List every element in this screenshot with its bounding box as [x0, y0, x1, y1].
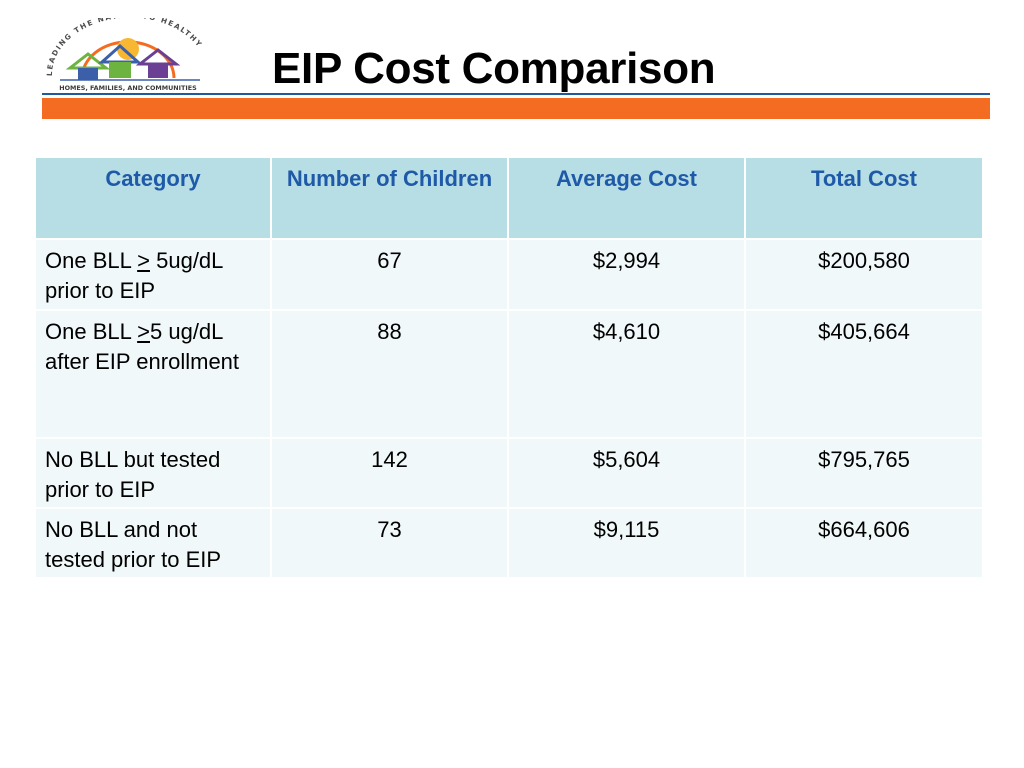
logo-tagline: HOMES, FAMILIES, AND COMMUNITIES — [59, 84, 197, 92]
header-category: Category — [34, 156, 272, 240]
category-cell: One BLL >5 ug/dL after EIP enrollment — [34, 309, 272, 439]
category-text: One BLL — [45, 319, 138, 344]
category-cell: One BLL > 5ug/dL prior to EIP — [34, 238, 272, 311]
children-count-cell: 67 — [270, 238, 509, 311]
house-blue-icon — [65, 52, 111, 80]
cost-comparison-table: Category Number of Children Average Cost… — [34, 156, 984, 579]
average-cost-cell: $4,610 — [507, 309, 746, 439]
total-cost-cell: $200,580 — [744, 238, 984, 311]
category-text: No BLL and not tested prior to EIP — [45, 517, 222, 572]
table-row: No BLL but tested prior to EIP 142 $5,60… — [34, 437, 984, 509]
category-text: One BLL — [45, 248, 138, 273]
average-cost-cell: $5,604 — [507, 437, 746, 509]
table-row: One BLL >5 ug/dL after EIP enrollment 88… — [34, 309, 984, 439]
sun-icon — [117, 38, 139, 60]
header-number-of-children: Number of Children — [270, 156, 509, 240]
house-green-icon — [98, 43, 142, 78]
children-count-cell: 73 — [270, 507, 509, 579]
title-rule-blue — [42, 93, 990, 95]
slide-title: EIP Cost Comparison — [272, 44, 716, 93]
table-header-row: Category Number of Children Average Cost… — [34, 156, 984, 240]
greater-equal-symbol: > — [137, 319, 150, 344]
children-count-cell: 142 — [270, 437, 509, 509]
table-row: One BLL > 5ug/dL prior to EIP 67 $2,994 … — [34, 238, 984, 311]
greater-equal-symbol: > — [137, 248, 150, 273]
organization-logo: LEADING THE NATION TO HEALTHY HOMES, FAM… — [45, 18, 203, 92]
children-count-cell: 88 — [270, 309, 509, 439]
total-cost-cell: $405,664 — [744, 309, 984, 439]
average-cost-cell: $2,994 — [507, 238, 746, 311]
total-cost-cell: $795,765 — [744, 437, 984, 509]
header-average-cost: Average Cost — [507, 156, 746, 240]
header-total-cost: Total Cost — [744, 156, 984, 240]
category-text: No BLL but tested prior to EIP — [45, 447, 221, 502]
category-text: 5ug/dL prior to EIP — [45, 248, 223, 303]
category-cell: No BLL and not tested prior to EIP — [34, 507, 272, 579]
average-cost-cell: $9,115 — [507, 507, 746, 579]
house-purple-icon — [135, 48, 181, 78]
total-cost-cell: $664,606 — [744, 507, 984, 579]
category-text: 5 ug/dL after EIP enrollment — [45, 319, 240, 374]
category-cell: No BLL but tested prior to EIP — [34, 437, 272, 509]
title-rule-orange — [42, 98, 990, 119]
table-row: No BLL and not tested prior to EIP 73 $9… — [34, 507, 984, 579]
